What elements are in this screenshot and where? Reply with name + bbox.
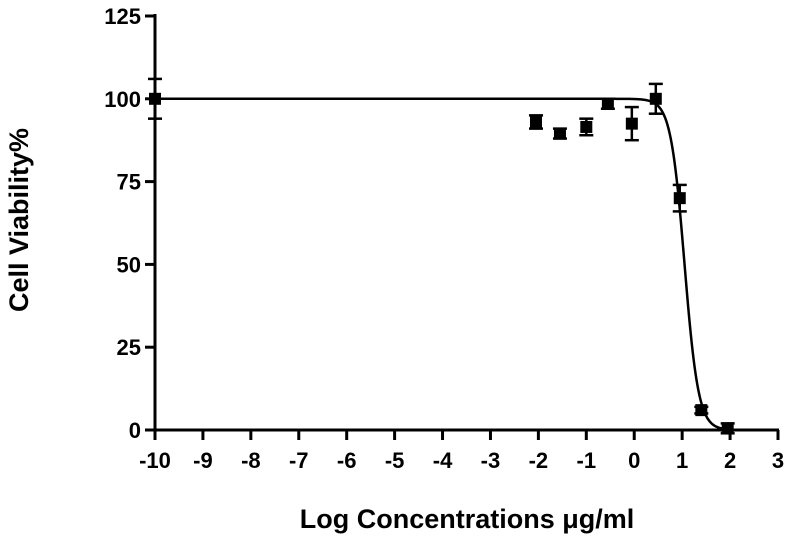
x-tick-label: -8 bbox=[241, 448, 261, 473]
x-tick-label: 2 bbox=[724, 448, 736, 473]
data-point bbox=[148, 77, 162, 120]
fit-curve-layer bbox=[155, 97, 731, 431]
square-marker bbox=[721, 422, 734, 435]
square-marker bbox=[601, 97, 614, 110]
y-tick-label: 25 bbox=[117, 335, 141, 360]
x-tick-label: -3 bbox=[481, 448, 501, 473]
data-point bbox=[579, 117, 594, 137]
square-marker bbox=[553, 127, 566, 140]
data-point bbox=[720, 422, 735, 435]
x-tick-label: 0 bbox=[628, 448, 640, 473]
x-tick-label: -10 bbox=[139, 448, 171, 473]
x-tick-label: 1 bbox=[676, 448, 688, 473]
square-marker bbox=[625, 117, 638, 130]
y-tick-label: 125 bbox=[104, 4, 141, 29]
square-marker bbox=[649, 92, 662, 105]
x-tick-label: -1 bbox=[577, 448, 597, 473]
fit-curve bbox=[155, 97, 731, 431]
data-points-layer bbox=[148, 77, 735, 435]
square-marker bbox=[673, 192, 686, 205]
x-tick-label: -5 bbox=[385, 448, 405, 473]
y-tick-label: 75 bbox=[117, 170, 141, 195]
x-tick-label: -6 bbox=[337, 448, 357, 473]
x-axis-label: Log Concentrations μg/ml bbox=[300, 504, 635, 534]
y-axis-label: Cell Viability% bbox=[4, 128, 34, 312]
y-tick-label: 100 bbox=[104, 87, 141, 112]
data-point bbox=[694, 404, 709, 417]
data-point bbox=[648, 82, 663, 115]
x-tick-label: -4 bbox=[433, 448, 453, 473]
x-tick-label: -7 bbox=[289, 448, 309, 473]
data-point bbox=[552, 127, 567, 140]
x-tick-label: -9 bbox=[193, 448, 213, 473]
y-tick-label: 50 bbox=[117, 252, 141, 277]
data-point bbox=[672, 183, 687, 213]
data-point bbox=[600, 97, 615, 110]
square-marker bbox=[149, 92, 161, 105]
square-marker bbox=[529, 115, 542, 128]
square-marker bbox=[580, 120, 593, 133]
square-marker bbox=[695, 404, 708, 417]
x-tick-label: -2 bbox=[529, 448, 549, 473]
data-point bbox=[624, 105, 639, 142]
y-tick-label: 0 bbox=[129, 418, 141, 443]
x-tick-label: 3 bbox=[772, 448, 784, 473]
data-point bbox=[528, 114, 543, 130]
